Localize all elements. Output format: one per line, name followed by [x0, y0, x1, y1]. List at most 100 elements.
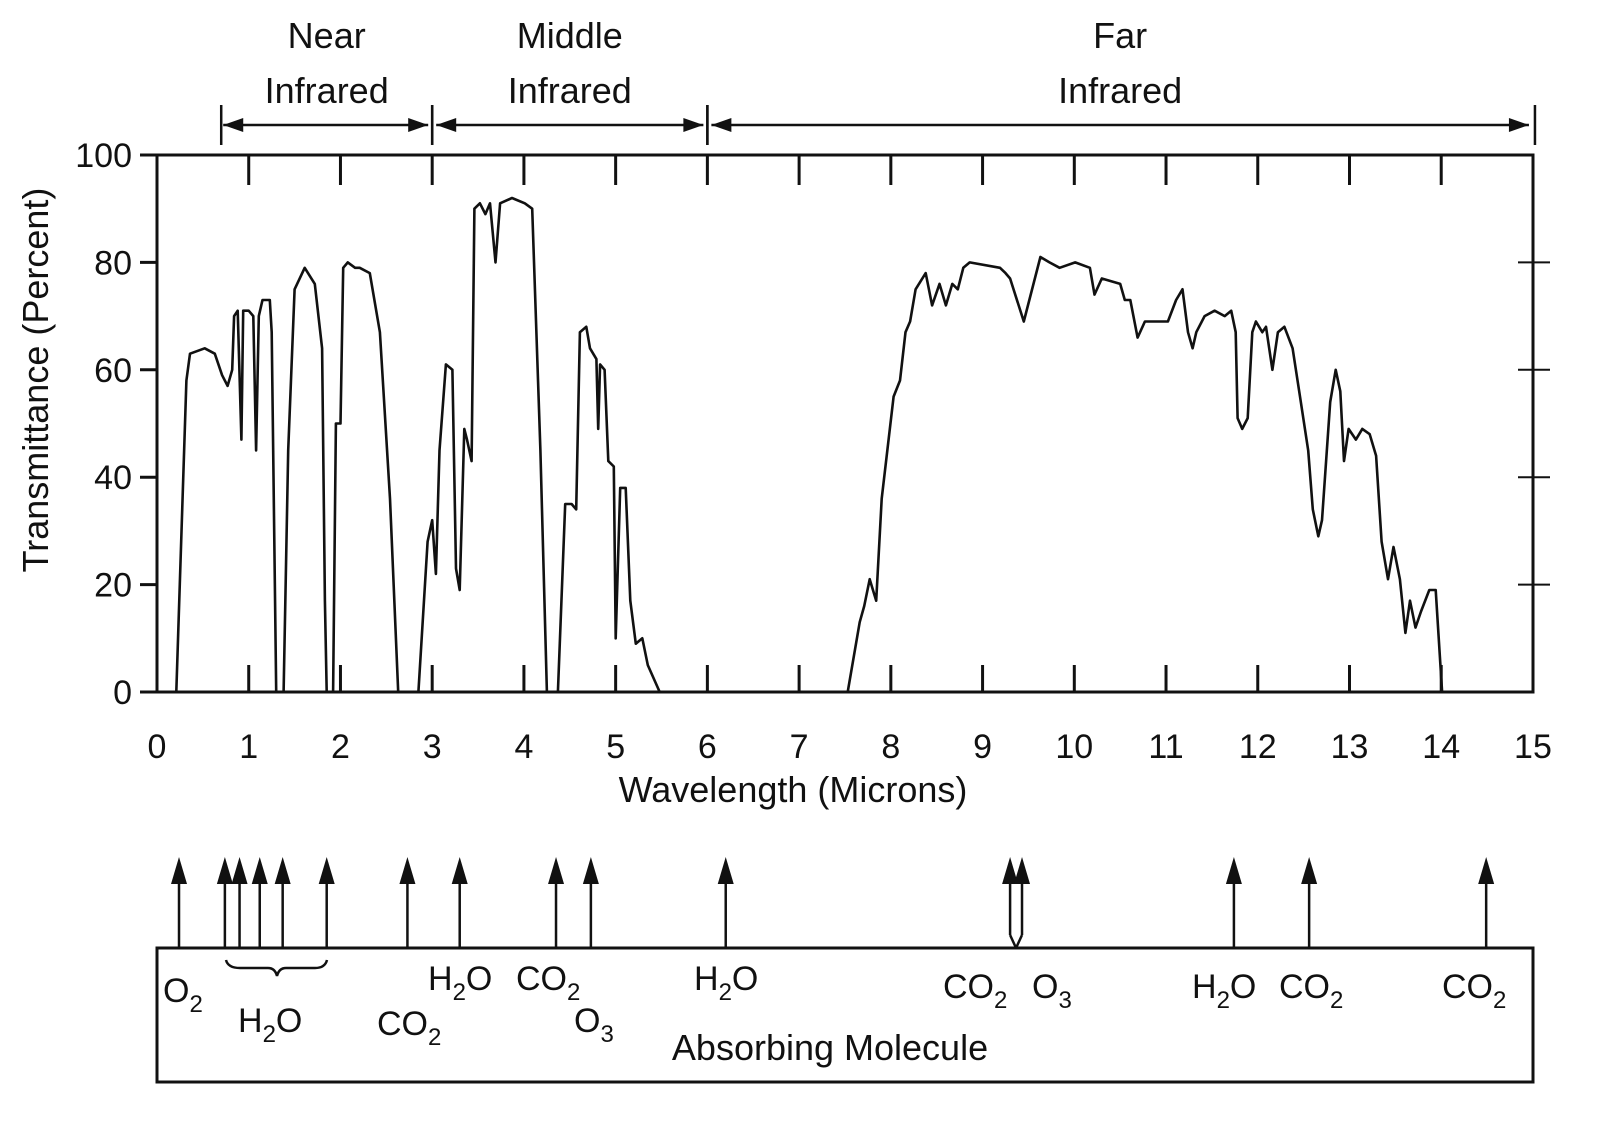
molecule-label: H2O [694, 960, 758, 1006]
absorption-arrowhead [274, 857, 291, 884]
molecule-base: CO [1442, 968, 1493, 1006]
curve-segment [175, 298, 278, 693]
absorption-arrowhead [582, 857, 599, 884]
x-tick-label: 15 [1514, 728, 1552, 766]
molecule-base: O [574, 1002, 600, 1040]
y-tick-label: 40 [94, 459, 132, 497]
x-tick-label: 1 [239, 728, 258, 766]
absorption-arrowhead [231, 857, 248, 884]
curve-segment [417, 196, 549, 693]
curve-segment [282, 266, 328, 693]
x-tick-label: 9 [973, 728, 992, 766]
arrowhead-left [436, 118, 457, 132]
molecule-base: H [238, 1002, 263, 1040]
molecule-subscript: 3 [600, 1021, 613, 1048]
molecule-tail: O [1230, 968, 1256, 1006]
molecule-base: CO [377, 1005, 428, 1043]
molecule-label: O2 [163, 972, 203, 1018]
x-tick-label: 2 [331, 728, 350, 766]
x-tick-label: 12 [1239, 728, 1277, 766]
absorbing-molecule-box [155, 946, 1535, 1084]
absorption-arrowhead [1014, 857, 1031, 884]
x-tick-label: 8 [881, 728, 900, 766]
region-label-line2: Infrared [265, 70, 389, 111]
x-tick-label: 3 [423, 728, 442, 766]
absorption-arrowhead [171, 857, 188, 884]
molecule-label: CO2 [1279, 968, 1343, 1014]
region-label-line1: Far [1093, 15, 1147, 56]
x-tick-label: 13 [1331, 728, 1369, 766]
molecule-label: O3 [1032, 968, 1072, 1014]
x-tick-label: 5 [606, 728, 625, 766]
molecule-subscript: 2 [263, 1021, 276, 1048]
molecule-subscript: 2 [719, 979, 732, 1006]
absorption-arrowhead [1225, 857, 1242, 884]
region-label-line1: Near [288, 15, 366, 56]
molecule-subscript: 2 [994, 987, 1007, 1014]
molecule-subscript: 2 [189, 991, 202, 1018]
x-tick-label: 4 [514, 728, 533, 766]
x-tick-label: 7 [790, 728, 809, 766]
infrared-regions: Near Infrared Middle Infrared Far Infrared [219, 15, 1537, 145]
absorption-arrow-join [1014, 934, 1024, 949]
arrowhead-right [408, 118, 429, 132]
x-tick-label: 10 [1055, 728, 1093, 766]
molecule-label: CO2 [377, 1005, 441, 1051]
absorption-arrowhead [1301, 857, 1318, 884]
x-tick-label: 0 [148, 728, 167, 766]
x-axis-title: Wavelength (Microns) [619, 769, 968, 810]
molecule-label: H2O [238, 1002, 302, 1048]
molecule-base: CO [943, 968, 994, 1006]
x-tick-label: 11 [1148, 728, 1183, 766]
absorption-arrowhead [548, 857, 565, 884]
arrowhead-left [223, 118, 244, 132]
molecule-label: H2O [428, 960, 492, 1006]
region-label-line2: Infrared [1058, 70, 1182, 111]
curve-segment [556, 325, 661, 693]
y-tick-label: 100 [75, 137, 132, 175]
absorption-arrowhead [318, 857, 335, 884]
molecule-base: O [163, 972, 189, 1010]
absorption-arrowhead [216, 857, 233, 884]
arrowhead-right [1508, 118, 1529, 132]
molecule-base: O [1032, 968, 1058, 1006]
curve-segment [846, 255, 1444, 693]
molecule-base: H [428, 960, 453, 998]
molecule-label: CO2 [516, 960, 580, 1006]
molecule-subscript: 2 [1330, 987, 1343, 1014]
region-label-line1: Middle [517, 15, 623, 56]
molecule-label: CO2 [943, 968, 1007, 1014]
y-tick-label: 0 [113, 674, 132, 712]
molecule-subscript: 2 [1217, 987, 1230, 1014]
x-tick-label: 6 [698, 728, 717, 766]
absorption-arrowhead [251, 857, 268, 884]
absorption-arrow-join [1008, 934, 1018, 949]
molecule-tail: O [732, 960, 758, 998]
y-axis-title: Transmittance (Percent) [15, 188, 56, 573]
region-label-line2: Infrared [508, 70, 632, 111]
molecule-tail: O [276, 1002, 302, 1040]
transmittance-curve [175, 196, 1444, 693]
molecule-base: CO [516, 960, 567, 998]
arrowhead-right [683, 118, 704, 132]
molecule-base: CO [1279, 968, 1330, 1006]
plot-frame [155, 153, 1535, 694]
absorption-arrowhead [451, 857, 468, 884]
molecule-subscript: 2 [428, 1024, 441, 1051]
molecule-base: H [1192, 968, 1217, 1006]
y-tick-label: 80 [94, 244, 132, 282]
curve-segment [331, 261, 400, 693]
water-group-brace [224, 959, 329, 977]
y-tick-label: 20 [94, 567, 132, 605]
molecule-subscript: 3 [1058, 987, 1071, 1014]
molecule-subscript: 2 [1493, 987, 1506, 1014]
molecule-base: H [694, 960, 719, 998]
y-tick-label: 60 [94, 352, 132, 390]
molecule-label: CO2 [1442, 968, 1506, 1014]
arrowhead-left [711, 118, 732, 132]
x-tick-label: 14 [1422, 728, 1460, 766]
molecule-label: O3 [574, 1002, 614, 1048]
